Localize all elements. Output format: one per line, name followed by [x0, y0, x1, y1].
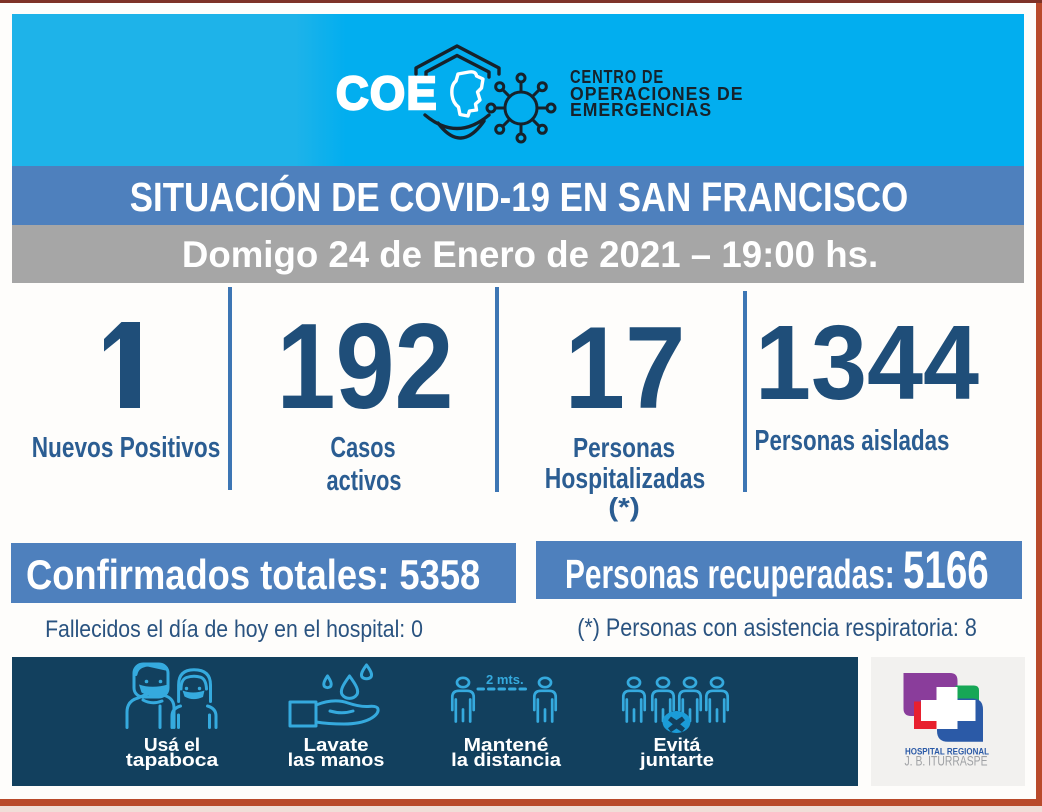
svg-text:2 mts.: 2 mts.	[486, 672, 524, 687]
svg-text:HOSPITAL REGIONAL: HOSPITAL REGIONAL	[905, 747, 989, 758]
svg-text:J. B. ITURRASPE: J. B. ITURRASPE	[905, 753, 988, 769]
